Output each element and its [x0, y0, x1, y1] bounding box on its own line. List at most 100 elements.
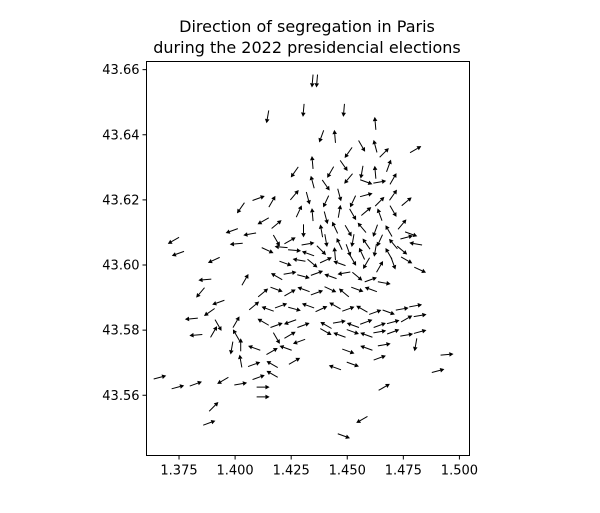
arrow-head — [332, 129, 338, 135]
arrow-head — [236, 208, 242, 214]
arrow-shaft — [334, 251, 336, 261]
quiver-arrow — [386, 159, 392, 172]
arrow-head — [232, 329, 238, 335]
arrow-shaft — [351, 286, 360, 291]
x-tick-label: 1.400 — [216, 464, 253, 479]
quiver-arrow — [396, 245, 408, 255]
arrow-shaft — [295, 208, 301, 218]
quiver-arrow — [234, 381, 248, 386]
arrow-shaft — [252, 197, 261, 201]
arrow-head — [198, 277, 203, 283]
arrow-head — [360, 332, 365, 337]
arrow-head — [386, 342, 391, 347]
arrow-head — [203, 311, 209, 316]
arrow-head — [318, 224, 324, 229]
y-tick-label: 43.64 — [102, 128, 139, 143]
arrow-head — [322, 305, 328, 311]
quiver-arrow — [257, 318, 270, 326]
quiver-arrow — [248, 345, 261, 351]
arrow-head — [318, 137, 323, 143]
quiver-arrow — [301, 250, 315, 257]
arrow-shaft — [333, 225, 339, 234]
arrow-shaft — [233, 242, 243, 245]
arrow-shaft — [270, 324, 279, 328]
arrow-shaft — [301, 242, 311, 246]
quiver-arrow — [373, 179, 387, 184]
quiver-arrow — [349, 195, 357, 208]
arrow-head — [376, 309, 382, 314]
arrow-shaft — [208, 404, 216, 412]
quiver-arrow — [307, 258, 318, 268]
arrow-head — [324, 242, 329, 247]
arrow-shaft — [307, 258, 315, 266]
quiver-arrow — [362, 238, 371, 250]
arrow-head — [322, 202, 328, 208]
arrow-shaft — [268, 199, 274, 208]
quiver-arrow — [264, 110, 270, 124]
arrow-head — [290, 172, 296, 178]
quiver-arrow — [203, 419, 216, 426]
arrow-shaft — [311, 179, 315, 189]
quiver-arrow — [232, 329, 240, 341]
quiver-arrow — [400, 332, 414, 337]
arrow-head — [349, 306, 355, 311]
arrow-head — [275, 339, 280, 344]
arrow-shaft — [296, 259, 306, 262]
arrow-shaft — [431, 369, 441, 374]
quiver-arrow — [305, 191, 311, 205]
arrow-shaft — [193, 333, 203, 336]
arrow-head — [290, 331, 296, 336]
arrow-head — [344, 179, 349, 184]
arrow-head — [349, 202, 354, 208]
arrow-head — [212, 326, 218, 331]
quiver-arrow — [360, 319, 373, 325]
arrow-shaft — [404, 231, 414, 236]
arrow-shaft — [252, 376, 261, 381]
arrow-shaft — [343, 103, 345, 113]
quiver-arrow — [236, 202, 245, 214]
arrow-head — [390, 310, 395, 316]
quiver-arrow — [214, 319, 222, 331]
arrow-shaft — [272, 234, 279, 243]
quiver-arrow — [270, 322, 283, 328]
arrow-shaft — [400, 317, 409, 323]
arrow-shaft — [301, 288, 310, 293]
arrow-head — [297, 286, 303, 291]
quiver-arrow — [360, 179, 373, 185]
arrow-shaft — [368, 288, 378, 293]
arrow-head — [385, 247, 390, 253]
arrow-shaft — [189, 382, 199, 387]
arrow-shaft — [230, 341, 234, 351]
arrow-head — [413, 346, 418, 352]
arrow-shaft — [320, 328, 329, 334]
quiver-arrow — [274, 302, 288, 309]
arrow-head — [384, 148, 389, 153]
arrow-shaft — [346, 329, 356, 334]
arrow-shaft — [288, 249, 297, 252]
arrow-head — [248, 345, 253, 350]
quiver-arrow — [289, 190, 299, 201]
quiver-arrow — [252, 374, 265, 381]
arrow-head — [265, 394, 270, 400]
quiver-arrow — [208, 402, 219, 412]
arrow-head — [229, 241, 235, 247]
arrow-shaft — [297, 274, 306, 278]
arrow-shaft — [210, 329, 216, 338]
arrow-head — [417, 303, 423, 308]
quiver-arrow — [337, 188, 343, 202]
quiver-arrow — [374, 196, 385, 207]
arrow-shaft — [305, 304, 315, 309]
arrow-head — [372, 116, 378, 122]
arrow-head — [324, 273, 330, 278]
x-tick-label: 1.450 — [329, 464, 366, 479]
arrow-shaft — [323, 323, 332, 329]
arrow-shaft — [414, 266, 423, 272]
quiver-arrow — [356, 305, 368, 313]
arrow-head — [404, 306, 409, 311]
arrow-head — [341, 319, 346, 324]
arrow-shaft — [351, 234, 355, 243]
quiver-arrow — [338, 288, 350, 298]
arrow-head — [261, 306, 267, 311]
arrow-shaft — [351, 195, 357, 204]
arrow-head — [309, 155, 315, 161]
